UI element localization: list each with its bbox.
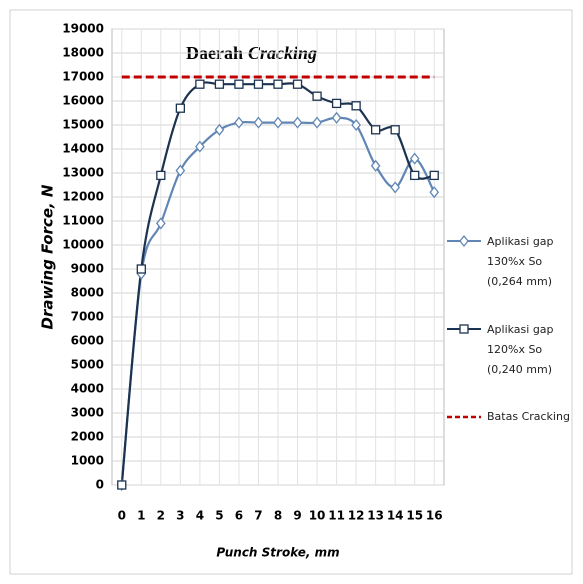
marker [117, 480, 127, 490]
x-tick-label: 4 [196, 509, 204, 523]
y-tick-label: 3000 [71, 406, 104, 420]
marker [273, 79, 283, 89]
marker [410, 170, 420, 181]
x-tick-label: 3 [176, 509, 184, 523]
marker [370, 159, 381, 172]
marker [195, 140, 205, 153]
marker [459, 324, 469, 334]
marker [351, 118, 361, 132]
y-tick-label: 16000 [62, 94, 104, 108]
marker [331, 98, 342, 109]
x-tick-label: 2 [157, 509, 165, 523]
marker [429, 170, 439, 181]
marker [273, 116, 283, 129]
marker [175, 164, 186, 177]
legend-label: Aplikasi gap 130%x So (0,264 mm) [487, 235, 554, 288]
y-tick-label: 15000 [62, 118, 104, 132]
x-axis-title: Punch Stroke, mm [216, 546, 339, 560]
x-tick-label: 11 [328, 509, 345, 523]
x-tick-label: 0 [118, 509, 126, 523]
marker [253, 79, 264, 89]
x-tick-label: 8 [274, 509, 282, 523]
x-tick-label: 10 [309, 509, 326, 523]
y-tick-label: 9000 [71, 262, 104, 276]
marker [390, 181, 401, 194]
y-tick-label: 4000 [71, 382, 104, 396]
marker [253, 116, 264, 129]
marker [175, 103, 186, 113]
y-tick-label: 7000 [71, 310, 104, 324]
marker [312, 91, 322, 101]
marker [312, 116, 322, 129]
marker [409, 152, 420, 165]
marker [234, 116, 244, 129]
marker [429, 186, 440, 199]
marker [234, 79, 244, 89]
marker [136, 264, 146, 274]
marker [390, 125, 400, 135]
y-tick-label: 18000 [62, 46, 104, 60]
marker [370, 125, 381, 135]
x-tick-label: 5 [215, 509, 223, 523]
y-tick-label: 0 [96, 478, 104, 492]
marker [292, 79, 303, 89]
marker [156, 170, 166, 181]
chart-frame [9, 9, 573, 575]
y-tick-label: 13000 [62, 166, 104, 180]
y-tick-label: 2000 [71, 430, 104, 444]
y-tick-label: 10000 [62, 238, 104, 252]
marker [459, 234, 469, 248]
marker [214, 79, 225, 89]
legend-label: Batas Cracking [487, 410, 570, 423]
x-tick-label: 6 [235, 509, 243, 523]
marker [292, 116, 303, 129]
x-tick-label: 7 [254, 509, 262, 523]
marker [195, 79, 205, 89]
y-tick-label: 11000 [62, 214, 104, 228]
y-axis-title: Drawing Force, N [39, 184, 57, 329]
marker [155, 217, 166, 230]
marker [214, 123, 225, 136]
x-tick-label: 16 [426, 509, 443, 523]
legend-label: Aplikasi gap 120%x So (0,240 mm) [487, 323, 554, 376]
y-tick-label: 17000 [62, 70, 104, 84]
marker [351, 101, 361, 111]
x-tick-label: 9 [293, 509, 301, 523]
y-tick-label: 8000 [71, 286, 104, 300]
marker [331, 111, 342, 124]
x-tick-label: 1 [137, 509, 145, 523]
y-tick-label: 14000 [62, 142, 104, 156]
y-tick-label: 6000 [71, 334, 104, 348]
y-tick-label: 5000 [71, 358, 104, 372]
y-tick-label: 1000 [71, 454, 104, 468]
x-tick-label: 15 [406, 509, 423, 523]
x-tick-label: 14 [387, 509, 404, 523]
x-tick-label: 13 [367, 509, 384, 523]
y-tick-label: 12000 [62, 190, 104, 204]
y-tick-label: 19000 [62, 22, 104, 36]
x-tick-label: 12 [348, 509, 365, 523]
